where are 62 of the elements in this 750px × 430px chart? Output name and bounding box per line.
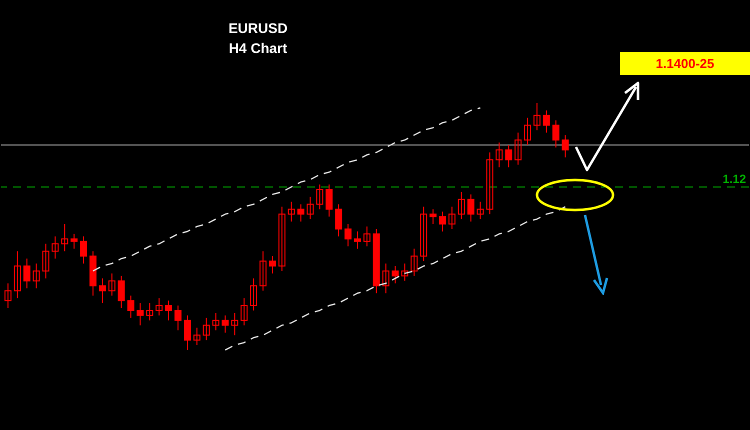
candlestick (316, 184, 324, 210)
candlestick (326, 184, 333, 218)
candlestick (52, 236, 59, 260)
candlestick (448, 206, 456, 230)
text: 1.1400-25 (620, 52, 750, 75)
candlestick (61, 224, 68, 252)
candlestick (496, 142, 503, 168)
candlestick (542, 110, 550, 134)
candlestick (354, 230, 361, 250)
candlestick (165, 300, 172, 321)
candlestick (524, 117, 532, 146)
candlestick (231, 312, 238, 336)
candlestick (458, 191, 465, 220)
candlestick (98, 278, 106, 304)
candlestick (146, 302, 154, 321)
candlestick (23, 258, 30, 289)
candlestick (212, 312, 220, 331)
candlestick (184, 314, 191, 350)
candlestick (240, 298, 248, 326)
candlestick (410, 248, 418, 276)
candlestick (4, 282, 12, 309)
candlestick (382, 263, 390, 294)
candlestick (222, 314, 229, 334)
candlestick (344, 224, 352, 247)
candlestick (288, 201, 295, 222)
candlestick (476, 201, 484, 220)
candlestick (533, 102, 540, 131)
candlestick (486, 152, 494, 215)
candlestick (260, 250, 267, 292)
candlestick (335, 204, 342, 237)
candlestick (552, 120, 560, 148)
candlestick (80, 236, 88, 264)
candlestick (14, 250, 21, 299)
candlestick (392, 266, 399, 284)
candlestick (420, 206, 428, 262)
candlestick (174, 305, 182, 331)
candlestick (136, 302, 144, 326)
chart-subtitle: H4 Chart (228, 40, 288, 56)
candlestick (268, 256, 276, 274)
candlestick (42, 243, 50, 279)
candlestick (562, 134, 569, 158)
candlestick (108, 272, 116, 296)
candlestick (118, 275, 125, 309)
candlestick (505, 144, 512, 168)
candlestick (401, 263, 408, 282)
candlestick (202, 317, 210, 341)
candlestick (430, 208, 437, 225)
candlestick (439, 211, 446, 232)
candlestick (278, 206, 286, 272)
candlestick (467, 194, 474, 222)
candlestick (127, 295, 134, 318)
candlestick (306, 196, 314, 220)
candlestick (32, 263, 40, 289)
candlestick (514, 132, 522, 166)
candlestick (363, 226, 370, 247)
text: 1.12 (722, 172, 746, 186)
candlestick (250, 278, 258, 311)
candlestick (297, 204, 304, 222)
candlestick (156, 298, 163, 316)
candlestick (193, 327, 200, 346)
candlestick (70, 233, 78, 250)
chart-title: EURUSD (227, 20, 289, 36)
